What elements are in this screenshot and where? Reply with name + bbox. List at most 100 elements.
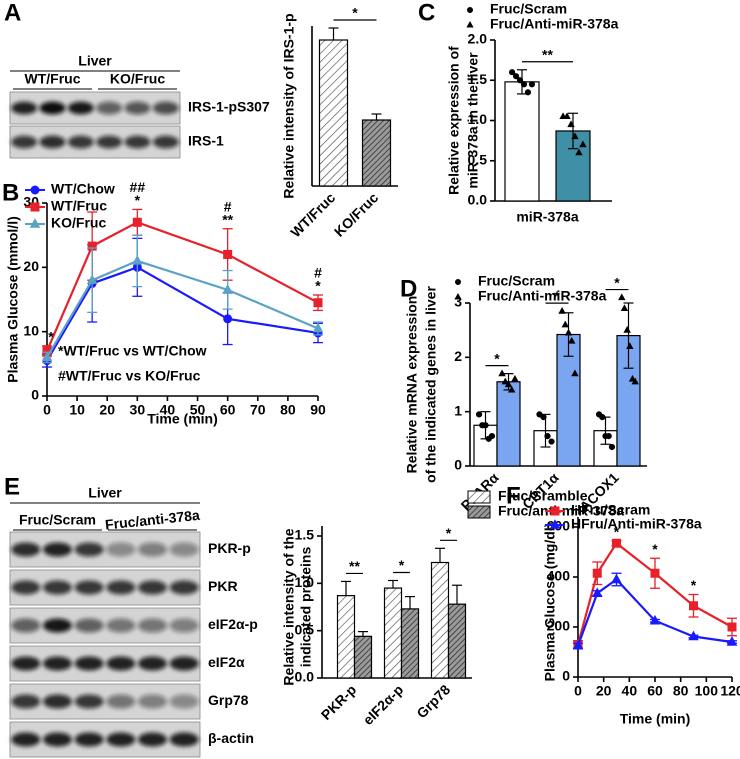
y-tick-label: 0 [562,668,570,684]
blot-band [74,732,104,747]
blot-band [124,135,151,149]
data-point [579,140,587,148]
blot-band [106,732,136,747]
x-tick-label: Grp78 [413,681,453,721]
significance-label: * [135,192,141,208]
data-point [511,374,519,382]
data-point [563,112,571,120]
blot-band [137,618,168,633]
x-axis-label: Time (min) [147,411,218,427]
blot-band [137,694,168,709]
blot-band [137,542,168,557]
blot-group-label: WT/Fruc [25,71,81,87]
significance-label: * [494,350,500,366]
data-point [592,568,602,578]
y-axis-label: miR-378a in the liver [465,52,481,189]
y-tick-label: 0 [31,387,39,403]
significance-label: ** [349,558,360,574]
significance-label: * [614,523,620,539]
data-point [540,414,547,421]
y-tick-label: 1.5 [468,71,488,87]
panel-label: E [4,473,20,500]
blot-row [9,125,181,159]
blot-row [9,683,201,720]
legend-swatch [467,505,491,519]
data-point [312,322,324,333]
legend-label: WT/Fruc [51,198,107,214]
blot-group-label: Fruc/anti-378a [104,507,200,533]
blot-band [67,101,94,115]
legend-label: Fruc/Anti-miR-378a [478,288,607,304]
data-point [528,81,536,88]
data-point [561,320,569,328]
x-tick-label: 70 [250,402,266,418]
blot-row-label: eIF2α [208,654,245,670]
x-tick-label: 0 [43,402,51,418]
bar [447,603,467,679]
blot-row-label: IRS-1 [188,133,224,149]
y-tick-label: 2.0 [468,31,488,47]
blot-row-label: eIF2α-p [208,616,258,632]
data-point [512,73,520,80]
blot-band [169,694,199,709]
x-tick-label: miR-378a [516,209,578,225]
blot-row [9,531,201,568]
data-point [571,369,579,377]
blot-band [42,580,73,595]
legend-label: HFru/Anti-miR-378a [571,516,702,532]
x-tick-label: 100 [695,683,719,699]
x-tick-label: 10 [69,402,85,418]
x-tick-label: 60 [220,402,236,418]
data-point [605,433,612,440]
data-point [313,298,323,308]
data-point [612,538,621,548]
y-tick-label: 0.5 [468,151,488,167]
blot-band [11,694,41,709]
y-tick-label: 1.5 [295,527,315,543]
x-tick-label: 20 [596,683,612,699]
y-tick-label: 2 [454,348,462,364]
significance-label: # [224,198,232,214]
blot-band [74,656,104,671]
data-point [575,148,583,156]
data-point [508,385,516,393]
blot-band [169,732,199,747]
panel-label: F [506,482,521,509]
line [576,578,733,647]
blot-band [11,101,38,115]
panel-label: D [400,275,417,302]
blot-band [152,101,179,115]
blot-band [42,656,73,671]
data-point [223,314,233,324]
data-point [504,380,513,388]
x-tick-label: 80 [280,402,296,418]
significance-label: * [48,329,54,345]
legend-label: Fruc/Scram [490,1,567,17]
data-point [132,217,142,227]
x-tick-label: 20 [99,402,115,418]
legend-marker [30,202,40,212]
blot-band [11,618,41,633]
panel-label: B [2,179,19,206]
data-point [568,336,576,344]
blot-row [9,721,201,758]
significance-label: * [446,525,452,541]
bar [361,119,392,187]
y-axis-label: Relative intensity of IRS-1-p [281,13,297,198]
data-point [524,89,532,96]
x-tick-label: 40 [622,683,638,699]
significance-label: * [554,288,560,304]
y-axis-label: Plasma Glucose (mg/dl) [542,523,558,682]
blot-title: Liver [88,485,122,501]
blot-band [137,580,168,595]
blot-group-label: Fruc/Scram [19,512,96,528]
blot-band [169,542,199,557]
legend-marker [455,279,461,285]
blot-band [106,542,136,557]
significance-label: # [314,265,322,281]
data-point [599,414,606,421]
note: #WT/Fruc vs KO/Fruc [58,368,201,384]
data-point [516,77,524,84]
blot-band [74,542,104,557]
y-axis-label: Plasma Glucose (mmol/l) [5,216,21,383]
